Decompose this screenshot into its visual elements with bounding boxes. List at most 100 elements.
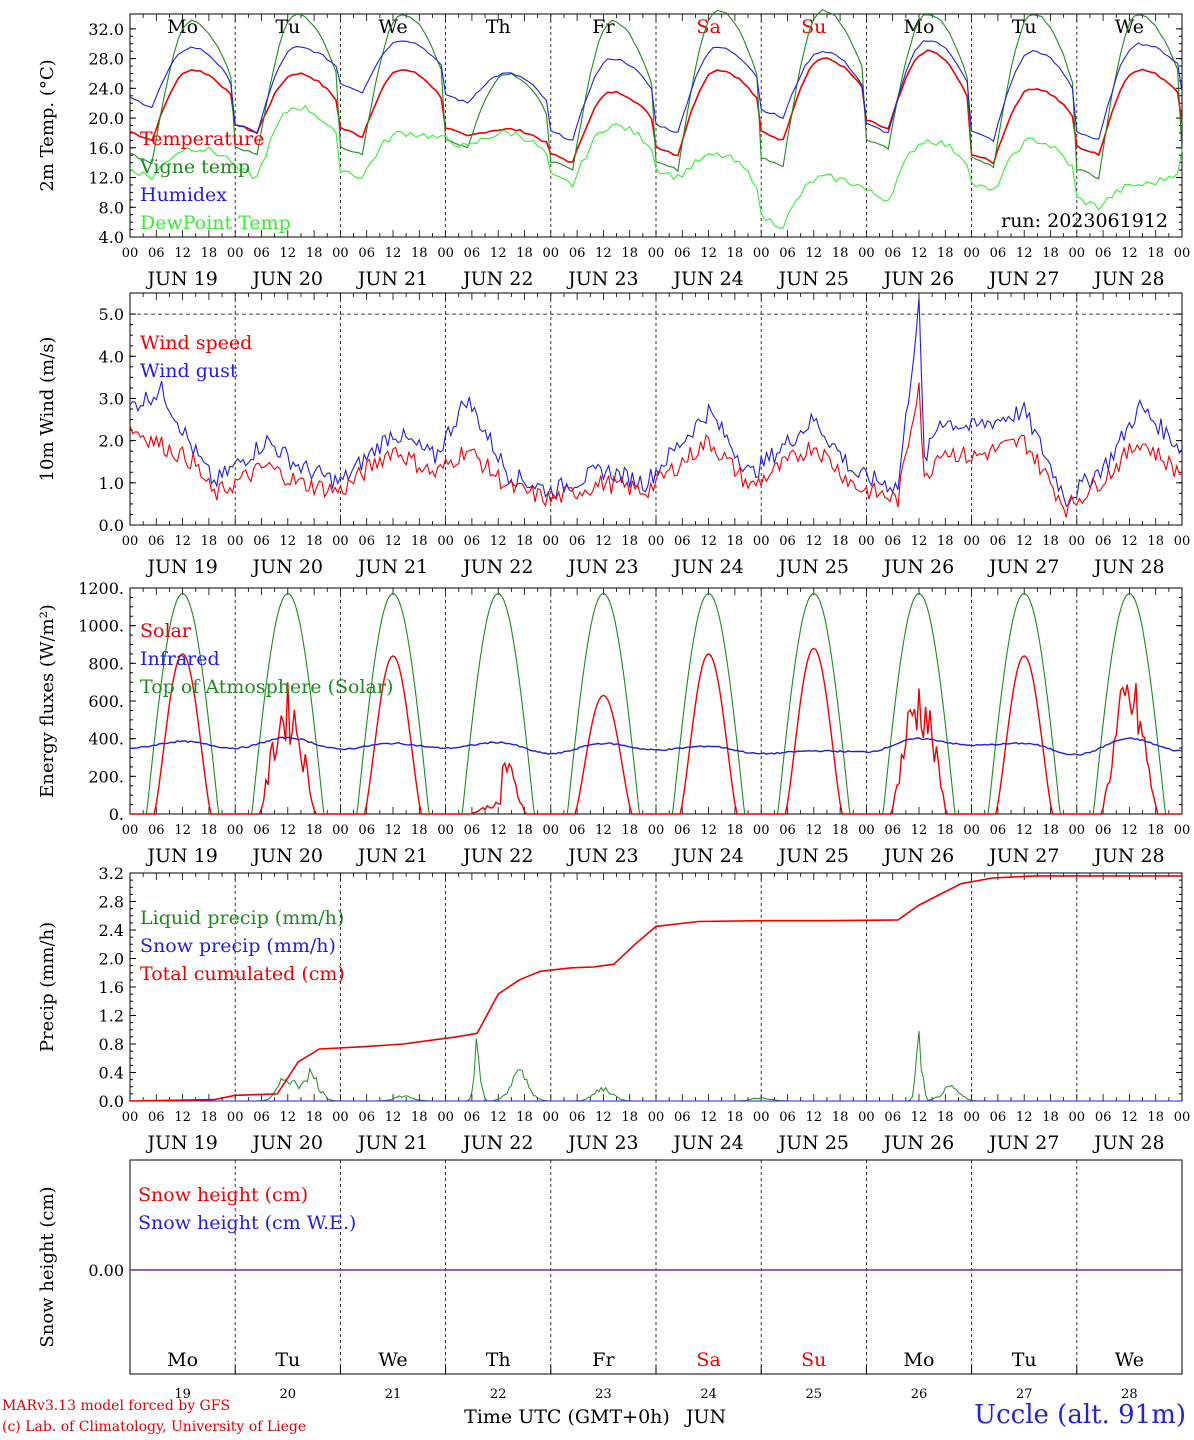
series-line-wind-speed <box>129 382 1183 518</box>
date-tick-label: JUN 27 <box>987 268 1059 290</box>
x-axis-label: Time UTC (GMT+0h) <box>464 1406 670 1428</box>
hour-tick-label: 12 <box>595 1110 612 1125</box>
hour-tick-label: 00 <box>122 534 139 549</box>
hour-tick-label: 00 <box>648 534 665 549</box>
hour-tick-label: 00 <box>543 823 560 838</box>
legend-entry: Wind speed <box>140 332 252 354</box>
date-tick-label: JUN 20 <box>251 1132 323 1154</box>
hour-tick-label: 00 <box>437 1110 454 1125</box>
series-line-infrared <box>129 736 1183 756</box>
hour-tick-label: 06 <box>674 823 691 838</box>
hour-tick-label: 12 <box>490 823 507 838</box>
legend-entry: Vigne temp <box>139 156 250 178</box>
hour-tick-label: 18 <box>201 534 218 549</box>
legend-entry: DewPoint Temp <box>140 212 291 234</box>
date-tick-label: JUN 27 <box>987 1132 1059 1154</box>
hour-tick-label: 06 <box>1095 534 1112 549</box>
date-tick-label: JUN 20 <box>251 268 323 290</box>
y-tick-label: 0. <box>109 805 124 824</box>
legend-entry: Top of Atmosphere (Solar) <box>140 676 393 698</box>
hour-tick-label: 00 <box>858 1110 875 1125</box>
date-tick-label: JUN 28 <box>1092 556 1164 578</box>
hour-tick-label: 00 <box>227 534 244 549</box>
hour-tick-label: 06 <box>253 823 270 838</box>
legend-entry: Infrared <box>140 648 220 670</box>
hour-tick-label: 06 <box>674 1110 691 1125</box>
hour-tick-label: 00 <box>1069 534 1086 549</box>
hour-tick-label: 12 <box>595 823 612 838</box>
hour-tick-label: 12 <box>595 246 612 261</box>
hour-tick-label: 06 <box>358 1110 375 1125</box>
y-tick-label: 0.8 <box>99 1035 124 1054</box>
hour-tick-label: 18 <box>516 534 533 549</box>
hour-tick-label: 12 <box>1121 1110 1138 1125</box>
hour-tick-label: 18 <box>201 823 218 838</box>
hour-tick-label: 06 <box>358 534 375 549</box>
hour-tick-label: 18 <box>727 1110 744 1125</box>
x-axis-month-label: JUN <box>684 1406 726 1428</box>
hour-tick-label: 00 <box>437 534 454 549</box>
date-tick-label: JUN 25 <box>777 1132 849 1154</box>
series-line-solar <box>130 647 1182 815</box>
hour-tick-label: 00 <box>858 534 875 549</box>
weekday-label: Tu <box>1012 1349 1037 1371</box>
y-tick-label: 1200. <box>78 579 124 598</box>
hour-tick-label: 06 <box>990 534 1007 549</box>
hour-tick-label: 00 <box>227 1110 244 1125</box>
weekday-label: Fr <box>592 1349 615 1371</box>
date-tick-label: JUN 22 <box>461 1132 533 1154</box>
hour-tick-label: 12 <box>911 246 928 261</box>
hour-tick-label: 12 <box>806 823 823 838</box>
hour-tick-label: 12 <box>174 534 191 549</box>
hour-tick-label: 18 <box>516 1110 533 1125</box>
date-tick-label: JUN 23 <box>566 268 638 290</box>
y-tick-label: 5.0 <box>99 305 124 324</box>
hour-tick-label: 12 <box>385 534 402 549</box>
hour-tick-label: 06 <box>779 246 796 261</box>
hour-tick-label: 18 <box>621 246 638 261</box>
hour-tick-label: 12 <box>490 1110 507 1125</box>
date-tick-label: JUN 28 <box>1092 845 1164 867</box>
y-tick-label: 1.0 <box>99 474 124 493</box>
date-number-label: 26 <box>911 1387 928 1402</box>
weekday-label: Mo <box>904 16 935 38</box>
legend-entry: Snow height (cm) <box>138 1184 308 1206</box>
date-tick-label: JUN 22 <box>461 556 533 578</box>
y-tick-label: 0.4 <box>99 1064 124 1083</box>
y-tick-label: 1.6 <box>99 978 124 997</box>
y-tick-label: 2.0 <box>99 432 124 451</box>
hour-tick-label: 12 <box>1016 246 1033 261</box>
hour-tick-label: 06 <box>779 823 796 838</box>
hour-tick-label: 06 <box>464 534 481 549</box>
hour-tick-label: 18 <box>411 534 428 549</box>
hour-tick-label: 00 <box>753 1110 770 1125</box>
weekday-label: Tu <box>275 16 300 38</box>
hour-tick-label: 18 <box>306 1110 323 1125</box>
series-line-humidex <box>129 40 1183 143</box>
series-line-total-cumulated <box>129 875 1182 1102</box>
hour-tick-label: 18 <box>832 246 849 261</box>
hour-tick-label: 00 <box>332 823 349 838</box>
hour-tick-label: 00 <box>753 823 770 838</box>
hour-tick-label: 12 <box>385 246 402 261</box>
hour-tick-label: 06 <box>990 1110 1007 1125</box>
hour-tick-label: 18 <box>411 823 428 838</box>
y-tick-label: 0.0 <box>99 1092 124 1111</box>
date-tick-label: JUN 21 <box>356 556 428 578</box>
hour-tick-label: 06 <box>358 823 375 838</box>
date-tick-label: JUN 26 <box>882 1132 954 1154</box>
hour-tick-label: 00 <box>543 534 560 549</box>
series-line-dewpoint-temp <box>129 104 1183 229</box>
legend-entry: Total cumulated (cm) <box>140 963 345 985</box>
y-tick-label: 400. <box>88 730 124 749</box>
y-tick-label: 4.0 <box>99 228 124 247</box>
hour-tick-label: 06 <box>779 534 796 549</box>
date-number-label: 27 <box>1016 1387 1033 1402</box>
date-number-label: 28 <box>1121 1387 1138 1402</box>
hour-tick-label: 18 <box>201 246 218 261</box>
panel-frame <box>129 13 1183 238</box>
y-tick-label: 0.00 <box>88 1261 124 1280</box>
hour-tick-label: 00 <box>122 246 139 261</box>
hour-tick-label: 18 <box>727 534 744 549</box>
hour-tick-label: 18 <box>201 1110 218 1125</box>
